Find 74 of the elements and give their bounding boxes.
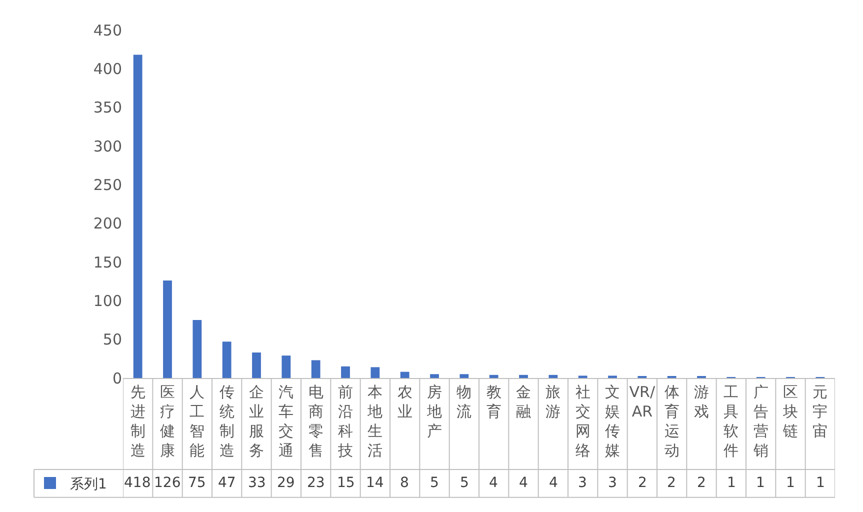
x-tick-label: 金融 bbox=[516, 383, 531, 420]
bar bbox=[341, 366, 350, 378]
bar bbox=[252, 352, 261, 378]
y-tick-label: 350 bbox=[93, 98, 122, 117]
data-label: 2 bbox=[667, 475, 676, 491]
y-tick-label: 0 bbox=[112, 369, 122, 388]
x-tick-label: 元宇宙 bbox=[812, 383, 828, 440]
x-tick-label: 农业 bbox=[397, 383, 412, 420]
data-label: 126 bbox=[154, 475, 181, 491]
x-tick-label: 社交网络 bbox=[575, 383, 590, 460]
x-tick-label: 游戏 bbox=[694, 383, 709, 420]
data-label: 15 bbox=[337, 475, 355, 491]
data-label: 14 bbox=[366, 475, 384, 491]
x-tick-label: 物流 bbox=[456, 383, 472, 420]
y-tick-label: 100 bbox=[93, 292, 122, 310]
x-tick-label: 前沿科技 bbox=[337, 383, 353, 460]
bar bbox=[460, 374, 469, 378]
data-label: 75 bbox=[188, 475, 206, 491]
x-tick-label: 教育 bbox=[486, 383, 502, 420]
data-label: 1 bbox=[816, 475, 825, 491]
data-label: 4 bbox=[519, 475, 528, 491]
bar bbox=[430, 374, 439, 378]
bar bbox=[548, 374, 558, 378]
data-label: 418 bbox=[124, 475, 151, 491]
y-tick-label: 300 bbox=[93, 137, 122, 156]
bar bbox=[282, 356, 291, 378]
x-tick-label: 文娱传媒 bbox=[605, 383, 620, 460]
data-label: 2 bbox=[697, 475, 706, 491]
bar bbox=[222, 342, 232, 378]
x-tick-label: 旅游 bbox=[546, 383, 561, 420]
bar bbox=[489, 374, 498, 378]
data-label: 1 bbox=[756, 475, 765, 491]
bar bbox=[133, 54, 142, 378]
data-label: 29 bbox=[277, 475, 295, 491]
y-tick-label: 150 bbox=[93, 253, 122, 272]
x-tick-label: 本地生活 bbox=[366, 383, 383, 460]
x-tick-label: 区块链 bbox=[782, 383, 798, 440]
x-tick-label: 电商零售 bbox=[308, 383, 324, 460]
y-tick-label: 450 bbox=[93, 21, 122, 40]
data-label: 2 bbox=[638, 475, 647, 491]
x-tick-label: 传统制造 bbox=[219, 383, 234, 460]
y-tick-label: 200 bbox=[93, 214, 122, 233]
data-label: 3 bbox=[578, 475, 587, 491]
bar bbox=[370, 367, 380, 378]
data-label: 1 bbox=[786, 475, 795, 491]
data-label: 8 bbox=[400, 475, 409, 491]
x-tick-label: 体育运动 bbox=[664, 383, 680, 460]
data-label: 4 bbox=[549, 475, 558, 491]
x-tick-label: 广告营销 bbox=[752, 383, 768, 460]
data-label: 23 bbox=[307, 475, 325, 491]
x-tick-label: 工具软件 bbox=[724, 383, 739, 460]
y-tick-label: 400 bbox=[93, 60, 122, 78]
data-label: 33 bbox=[248, 475, 266, 491]
data-label: 4 bbox=[489, 475, 498, 491]
x-tick-label: 企业服务 bbox=[249, 383, 264, 460]
data-label: 1 bbox=[727, 475, 736, 491]
y-tick-label: 250 bbox=[93, 176, 122, 194]
bar bbox=[192, 320, 202, 378]
data-label: 47 bbox=[218, 475, 236, 491]
bar bbox=[163, 280, 172, 378]
x-tick-label: VR/AR bbox=[629, 383, 656, 420]
bar bbox=[519, 374, 528, 378]
y-tick-label: 50 bbox=[102, 330, 122, 349]
x-tick-label: 人工智能 bbox=[190, 383, 205, 460]
bar bbox=[311, 360, 320, 378]
data-label: 3 bbox=[608, 475, 617, 491]
legend-label: 系列1 bbox=[70, 476, 107, 492]
data-label: 5 bbox=[460, 475, 469, 491]
x-tick-label: 医疗健康 bbox=[160, 383, 175, 460]
x-tick-label: 先进制造 bbox=[130, 383, 146, 460]
x-tick-label: 房地产 bbox=[426, 383, 442, 440]
x-tick-label: 汽车交通 bbox=[278, 383, 294, 460]
bar bbox=[400, 372, 410, 378]
data-label: 5 bbox=[430, 475, 439, 491]
